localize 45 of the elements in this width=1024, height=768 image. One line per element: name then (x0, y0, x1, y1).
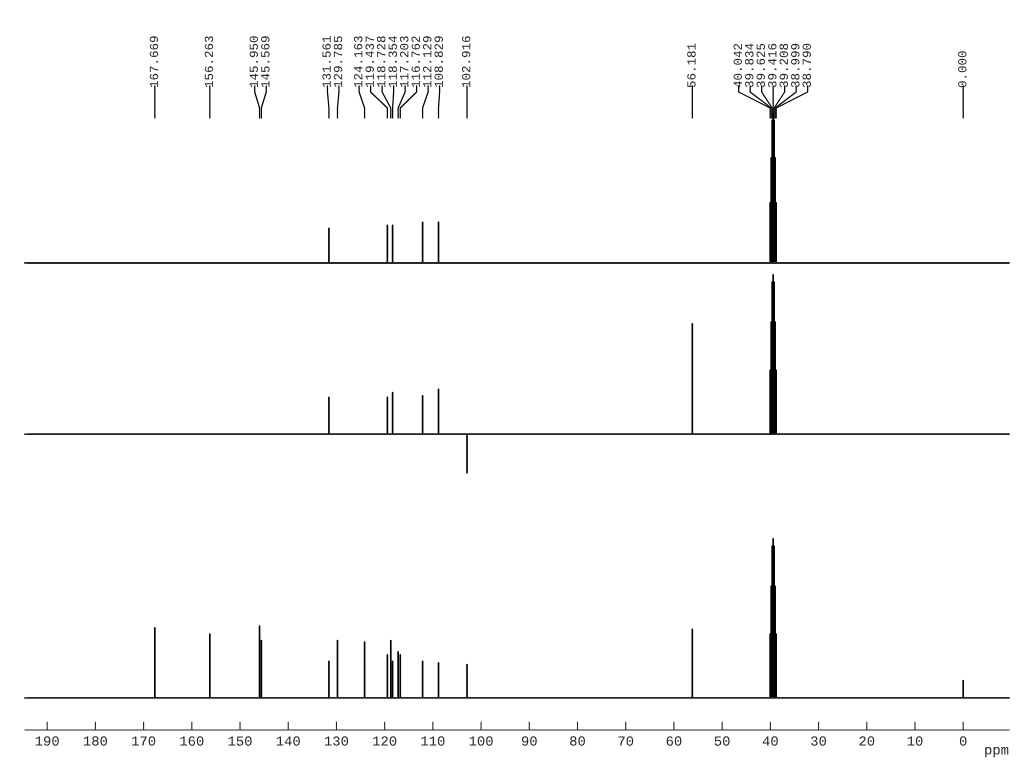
x-axis-title: ppm (985, 746, 1009, 758)
text: 167.669 (149, 36, 159, 88)
text: 102.916 (461, 36, 471, 88)
x-tick-label: 100 (469, 736, 493, 746)
text: 38.790 (802, 43, 812, 88)
x-tick-label: 190 (35, 736, 59, 746)
x-tick-label: 50 (714, 736, 730, 746)
text: 108.829 (434, 36, 443, 88)
text: 129.785 (333, 36, 343, 88)
text: 39.834 (745, 43, 754, 88)
x-tick-label: 40 (762, 736, 778, 746)
text: 0.000 (958, 51, 967, 88)
x-tick-label: 20 (859, 736, 875, 746)
x-tick-label: 140 (276, 736, 300, 746)
text: 112.129 (422, 36, 432, 88)
text: 119.437 (365, 36, 374, 88)
text: 145.950 (249, 36, 259, 88)
text: 131.561 (322, 36, 331, 88)
text: 40.042 (733, 43, 743, 88)
text: 38.999 (791, 43, 800, 88)
x-tick-label: 30 (811, 736, 827, 746)
text: 56.181 (687, 43, 696, 88)
x-tick-label: 150 (228, 736, 252, 746)
x-tick-label: 110 (421, 736, 445, 746)
text: 124.163 (353, 36, 363, 88)
text: 39.416 (768, 43, 777, 88)
x-tick-label: 170 (132, 736, 156, 746)
text: 117.203 (399, 36, 409, 88)
text: 156.263 (204, 36, 214, 88)
x-tick-label: 80 (570, 736, 585, 746)
text: 145.569 (261, 36, 270, 88)
text: 118.728 (376, 36, 386, 88)
x-tick-label: 10 (907, 736, 923, 746)
x-tick-label: 90 (521, 736, 537, 746)
x-tick-label: 160 (180, 736, 204, 746)
x-tick-label: 180 (83, 736, 108, 746)
text: 39.625 (756, 43, 766, 88)
x-tick-label: 130 (324, 736, 349, 746)
x-tick-label: 70 (618, 736, 634, 746)
x-tick-label: 120 (373, 736, 397, 746)
text: 116.762 (411, 36, 420, 88)
x-tick-label: 0 (959, 736, 967, 746)
text: 39.208 (779, 43, 789, 88)
text: 118.354 (388, 36, 397, 88)
x-tick-label: 60 (666, 736, 682, 746)
